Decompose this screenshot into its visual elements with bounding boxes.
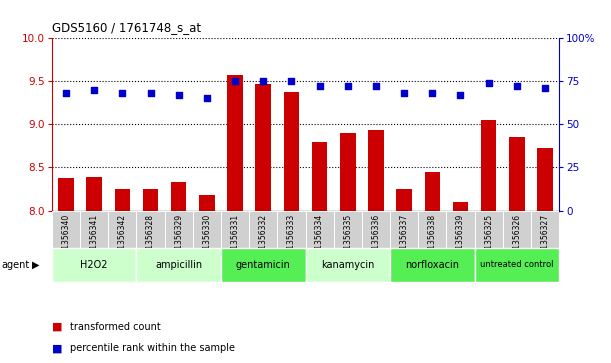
- Text: GSM1356339: GSM1356339: [456, 214, 465, 265]
- Point: [117, 90, 127, 96]
- Text: GSM1356330: GSM1356330: [202, 214, 211, 265]
- Bar: [390, 211, 418, 250]
- Text: GSM1356332: GSM1356332: [258, 214, 268, 265]
- Bar: [164, 211, 193, 250]
- Bar: [115, 189, 130, 211]
- Text: GSM1356341: GSM1356341: [90, 214, 99, 265]
- Bar: [481, 120, 496, 211]
- Bar: [334, 211, 362, 250]
- Text: kanamycin: kanamycin: [321, 260, 375, 270]
- Text: ▶: ▶: [32, 260, 39, 270]
- Bar: [306, 248, 390, 282]
- Bar: [537, 148, 553, 211]
- Point: [258, 78, 268, 84]
- Point: [399, 90, 409, 96]
- Bar: [531, 211, 559, 250]
- Point: [315, 83, 324, 89]
- Text: gentamicin: gentamicin: [236, 260, 291, 270]
- Text: GSM1356327: GSM1356327: [541, 214, 549, 265]
- Point: [343, 83, 353, 89]
- Text: norfloxacin: norfloxacin: [405, 260, 459, 270]
- Bar: [509, 137, 525, 211]
- Point: [230, 78, 240, 84]
- Bar: [306, 211, 334, 250]
- Point: [287, 78, 296, 84]
- Bar: [52, 211, 80, 250]
- Bar: [475, 248, 559, 282]
- Point: [145, 90, 155, 96]
- Bar: [277, 211, 306, 250]
- Text: GSM1356325: GSM1356325: [484, 214, 493, 265]
- Bar: [362, 211, 390, 250]
- Bar: [143, 189, 158, 211]
- Bar: [86, 177, 102, 211]
- Bar: [284, 93, 299, 211]
- Bar: [368, 130, 384, 211]
- Bar: [136, 211, 164, 250]
- Bar: [80, 211, 108, 250]
- Text: agent: agent: [1, 260, 29, 270]
- Text: GDS5160 / 1761748_s_at: GDS5160 / 1761748_s_at: [52, 21, 201, 34]
- Text: percentile rank within the sample: percentile rank within the sample: [70, 343, 235, 354]
- Text: GSM1356328: GSM1356328: [146, 214, 155, 265]
- Point: [371, 83, 381, 89]
- Text: GSM1356334: GSM1356334: [315, 214, 324, 265]
- Text: GSM1356338: GSM1356338: [428, 214, 437, 265]
- Bar: [425, 172, 440, 211]
- Bar: [199, 195, 214, 211]
- Bar: [108, 211, 136, 250]
- Bar: [312, 142, 327, 211]
- Text: GSM1356329: GSM1356329: [174, 214, 183, 265]
- Text: GSM1356337: GSM1356337: [400, 214, 409, 265]
- Point: [540, 85, 550, 91]
- Bar: [221, 211, 249, 250]
- Text: untreated control: untreated control: [480, 261, 554, 269]
- Bar: [453, 202, 468, 211]
- Bar: [397, 189, 412, 211]
- Point: [512, 83, 522, 89]
- Bar: [227, 75, 243, 211]
- Text: GSM1356333: GSM1356333: [287, 214, 296, 265]
- Bar: [58, 178, 74, 211]
- Bar: [255, 84, 271, 211]
- Bar: [447, 211, 475, 250]
- Bar: [52, 248, 136, 282]
- Bar: [475, 211, 503, 250]
- Point: [174, 92, 184, 98]
- Text: ampicillin: ampicillin: [155, 260, 202, 270]
- Bar: [221, 248, 306, 282]
- Text: GSM1356331: GSM1356331: [230, 214, 240, 265]
- Point: [89, 87, 99, 93]
- Text: GSM1356326: GSM1356326: [512, 214, 521, 265]
- Point: [61, 90, 71, 96]
- Bar: [136, 248, 221, 282]
- Point: [428, 90, 437, 96]
- Text: transformed count: transformed count: [70, 322, 161, 332]
- Text: GSM1356342: GSM1356342: [118, 214, 127, 265]
- Bar: [503, 211, 531, 250]
- Text: GSM1356340: GSM1356340: [62, 214, 70, 265]
- Bar: [390, 248, 475, 282]
- Text: GSM1356335: GSM1356335: [343, 214, 353, 265]
- Bar: [193, 211, 221, 250]
- Bar: [249, 211, 277, 250]
- Text: ■: ■: [52, 343, 62, 354]
- Point: [202, 95, 212, 101]
- Point: [456, 92, 466, 98]
- Text: ■: ■: [52, 322, 62, 332]
- Text: H2O2: H2O2: [81, 260, 108, 270]
- Bar: [171, 182, 186, 211]
- Point: [484, 80, 494, 86]
- Bar: [340, 133, 356, 211]
- Bar: [418, 211, 447, 250]
- Text: GSM1356336: GSM1356336: [371, 214, 381, 265]
